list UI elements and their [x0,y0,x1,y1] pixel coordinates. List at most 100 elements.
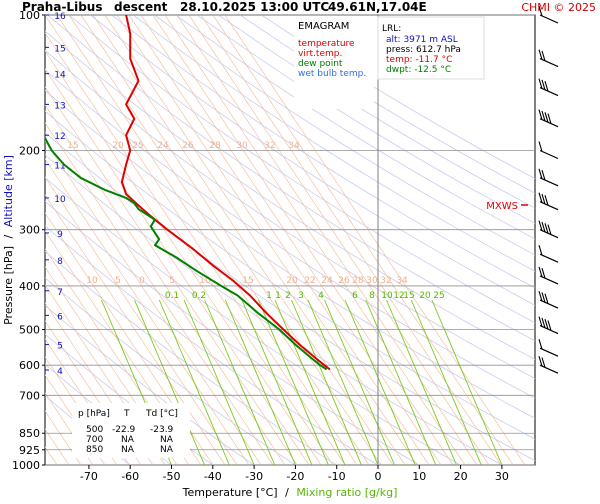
pressure-tick-label: 200 [19,144,40,157]
altitude-tick-label: 6 [57,312,63,322]
altitude-tick-label: 16 [54,12,66,22]
table-cell-r1-p: 700 [86,435,103,445]
temperature-tick-label: 30 [495,470,509,483]
wind-barb-staff [540,119,558,127]
wind-barb-staff [540,300,558,308]
dew-point-point [154,219,155,220]
temperature-tick-label: -60 [121,470,139,483]
altitude-tick-label: 7 [57,288,63,298]
isotherm-label: 15 [242,276,253,286]
x-axis-label: Temperature [°C] / Mixing ratio [g/kg] [182,486,398,499]
altitude-tick-label: 14 [54,71,66,81]
isotherm-label: 34 [288,141,300,151]
mxws-label: MXWS [486,201,518,212]
altitude-tick-label: 4 [57,367,63,377]
temperature-point [329,369,330,370]
mixing-ratio-label: 1 [275,291,281,301]
temperature-point [130,33,131,34]
temperature-point [299,344,300,345]
mixing-ratio-label: 15 [403,291,414,301]
wind-barb-staff [540,254,558,262]
pressure-tick-label: 500 [19,324,40,337]
wind-barbs-column [539,6,558,373]
table-cell-r2-td: NA [160,445,174,455]
temperature-point [134,118,135,119]
y-axis-label-sep: / [2,234,15,238]
x-axis-label-temp: Temperature [°C] [182,486,278,499]
pressure-tick-label: 600 [19,359,40,372]
dew-point-point [134,203,135,204]
temperature-point [138,80,139,81]
temperature-point [126,194,127,195]
dew-point-point [126,197,127,198]
isotherm-line [0,15,9,465]
dew-point-point [51,150,52,151]
table-cell-r0-t: -22.9 [112,425,136,435]
wind-barb [539,339,558,356]
dew-point-point [154,245,155,246]
wind-barb-staff [540,202,558,210]
lrl-pressure: press: 612.7 hPa [386,45,461,55]
pressure-tick-label: 400 [19,280,40,293]
temperature-point [192,248,193,249]
temperature-point [283,329,284,330]
legend-item-virt-temp: virt.temp. [298,49,342,59]
wind-barb [539,221,558,238]
temperature-point [233,280,234,281]
temperature-tick-label: -30 [245,470,263,483]
x-axis-label-sep: / [285,486,289,499]
wind-barb-staff [540,178,558,186]
legend-item-wet-bulb: wet bulb temp. [298,69,366,79]
dew-point-point [258,313,259,314]
lrl-dewpoint: dwpt: -12.5 °C [386,65,451,75]
wind-barb [539,356,558,373]
table-cell-r0-p: 500 [86,425,103,435]
isotherm-label: 0 [139,276,145,286]
dew-point-point [138,209,139,210]
isotherm-label: 5 [115,276,121,286]
table-cell-r1-td: NA [160,435,174,445]
table-header-td: Td [°C] [145,409,178,419]
wind-barb-staff [540,348,558,356]
temperature-point [167,229,168,230]
temperature-point [130,150,131,151]
dew-point-point [221,285,222,286]
temperature-point [249,295,250,296]
legend-item-temperature: temperature [298,39,355,49]
isotherm-label: 25 [132,141,143,151]
isotherm-label: 32 [380,276,391,286]
temperature-tick-label: -70 [80,470,98,483]
isotherm-label: 34 [396,276,408,286]
table-header-p: p [hPa] [78,409,110,419]
temperature-tick-label: -50 [163,470,181,483]
pressure-tick-label: 700 [19,389,40,402]
isotherm-label: 30 [236,141,248,151]
wind-barb [539,79,558,96]
isotherm-label: 26 [338,276,350,286]
temperature-tick-label: -20 [286,470,304,483]
altitude-tick-label: 9 [57,230,63,240]
dew-point-point [175,256,176,257]
mixing-ratio-label: 3 [298,291,304,301]
table-cell-r1-t: NA [121,435,135,445]
wind-barb-staff [540,15,558,23]
altitude-tick-label: 5 [57,342,63,352]
wind-barb [539,291,558,308]
temperature-point [266,313,267,314]
dew-point-point [159,239,160,240]
temperature-point [126,164,127,165]
dew-point-point [237,295,238,296]
table-cell-r0-td: -23.9 [150,425,174,435]
wind-barb-flag [539,142,542,152]
dew-point-point [39,118,40,119]
isotherm-label: 5 [169,276,175,286]
wind-barb [539,193,558,210]
wind-barb [539,317,558,334]
isotherm-label: 10 [86,276,98,286]
isotherm-label: 24 [157,141,169,151]
plot-area [45,15,535,465]
temperature-point [324,365,325,366]
temperature-tick-label: 10 [412,470,426,483]
wind-barb [539,110,558,127]
